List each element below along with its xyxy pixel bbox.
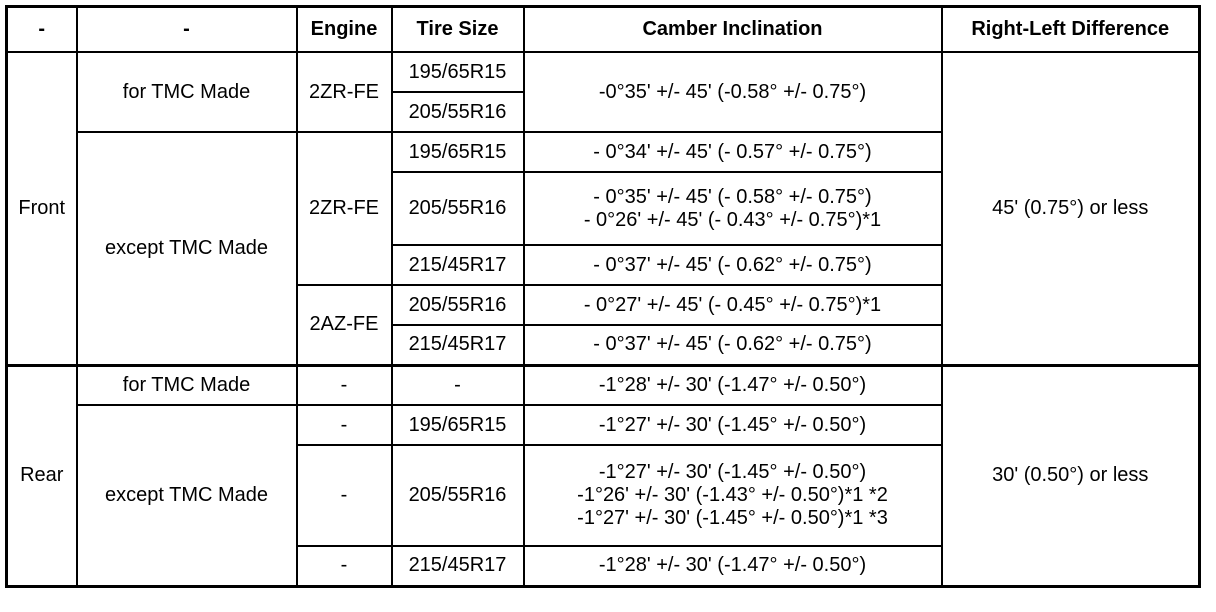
camber-line: -1°27' +/- 30' (-1.45° +/- 0.50°)*1 *3 <box>577 507 888 529</box>
camber-line: - 0°35' +/- 45' (- 0.58° +/- 0.75°) <box>593 185 872 208</box>
table-row: 205/55R16 - 0°35' +/- 45' (- 0.58° +/- 0… <box>7 171 1200 246</box>
header-cell: Tire Size <box>390 5 525 53</box>
right-left-cell: 45' (0.75°) or less <box>940 51 1201 366</box>
header-cell: - <box>75 5 298 53</box>
camber-cell: - 0°37' +/- 45' (- 0.62° +/- 0.75°) <box>522 324 943 366</box>
tire-cell: 195/65R15 <box>390 131 525 173</box>
camber-cell: -1°27' +/- 30' (-1.45° +/- 0.50°) <box>522 404 943 446</box>
camber-cell: -0°35' +/- 45' (-0.58° +/- 0.75°) <box>522 51 943 133</box>
position-cell: Rear <box>5 364 78 587</box>
camber-line: -1°27' +/- 30' (-1.45° +/- 0.50°) <box>598 461 867 483</box>
engine-cell: - <box>295 545 393 587</box>
table-row: except TMC Made 2ZR-FE 195/65R15 - 0°34'… <box>7 131 1200 366</box>
tire-cell: 205/55R16 <box>390 444 525 547</box>
tire-cell: 205/55R16 <box>390 284 525 326</box>
table-row: - 205/55R16 -1°27' +/- 30' (-1.45° +/- 0… <box>7 444 1200 547</box>
camber-cell: - 0°35' +/- 45' (- 0.58° +/- 0.75°) - 0°2… <box>522 171 943 246</box>
engine-cell: - <box>295 364 393 406</box>
table-row: except TMC Made - 195/65R15 -1°27' +/- 3… <box>7 404 1200 587</box>
tire-cell: 215/45R17 <box>390 545 525 587</box>
table-row: Rear for TMC Made - - -1°28' +/- 30' (-1… <box>5 364 1201 587</box>
camber-cell: -1°28' +/- 30' (-1.47° +/- 0.50°) <box>522 364 943 406</box>
camber-cell: -1°28' +/- 30' (-1.47° +/- 0.50°) <box>522 545 943 587</box>
tire-cell: 215/45R17 <box>390 244 525 286</box>
header-cell: Engine <box>295 5 393 53</box>
engine-cell: - <box>295 404 393 446</box>
origin-cell: except TMC Made <box>75 404 298 587</box>
table-row: - 215/45R17 -1°28' +/- 30' (-1.47° +/- 0… <box>7 545 1200 587</box>
origin-cell: for TMC Made <box>75 51 298 133</box>
engine-cell: - <box>295 444 393 547</box>
table-row: 205/55R16 <box>7 91 1200 133</box>
camber-line: -1°26' +/- 30' (-1.43° +/- 0.50°)*1 *2 <box>577 484 888 506</box>
engine-cell: 2AZ-FE <box>295 284 393 366</box>
tire-cell: 195/65R15 <box>390 51 525 93</box>
header-cell: - <box>5 5 78 53</box>
table-row: Front for TMC Made 2ZR-FE 195/65R15 -0°3… <box>5 51 1201 366</box>
camber-cell: - 0°27' +/- 45' (- 0.45° +/- 0.75°)*1 <box>522 284 943 326</box>
table-row: 2AZ-FE 205/55R16 - 0°27' +/- 45' (- 0.45… <box>7 284 1200 366</box>
tire-cell: - <box>390 364 525 406</box>
tire-cell: 195/65R15 <box>390 404 525 446</box>
engine-cell: 2ZR-FE <box>295 131 393 286</box>
camber-cell: -1°27' +/- 30' (-1.45° +/- 0.50°) -1°26' … <box>522 444 943 547</box>
engine-cell: 2ZR-FE <box>295 51 393 133</box>
camber-cell: - 0°34' +/- 45' (- 0.57° +/- 0.75°) <box>522 131 943 173</box>
tire-cell: 205/55R16 <box>390 91 525 133</box>
origin-cell: for TMC Made <box>75 364 298 406</box>
tire-cell: 215/45R17 <box>390 324 525 366</box>
camber-cell: - 0°37' +/- 45' (- 0.62° +/- 0.75°) <box>522 244 943 286</box>
header-cell: Camber Inclination <box>522 5 943 53</box>
right-left-cell: 30' (0.50°) or less <box>940 364 1201 587</box>
table-row: 215/45R17 - 0°37' +/- 45' (- 0.62° +/- 0… <box>7 244 1200 286</box>
origin-cell: except TMC Made <box>75 131 298 366</box>
header-row: - - Engine Tire Size Camber Inclination … <box>5 5 1201 53</box>
camber-spec-table: - - Engine Tire Size Camber Inclination … <box>5 5 1201 588</box>
tire-cell: 205/55R16 <box>390 171 525 246</box>
header-cell: Right-Left Difference <box>940 5 1201 53</box>
camber-line: - 0°26' +/- 45' (- 0.43° +/- 0.75°)*1 <box>583 208 882 231</box>
position-cell: Front <box>5 51 78 366</box>
table-row: 215/45R17 - 0°37' +/- 45' (- 0.62° +/- 0… <box>7 324 1200 366</box>
